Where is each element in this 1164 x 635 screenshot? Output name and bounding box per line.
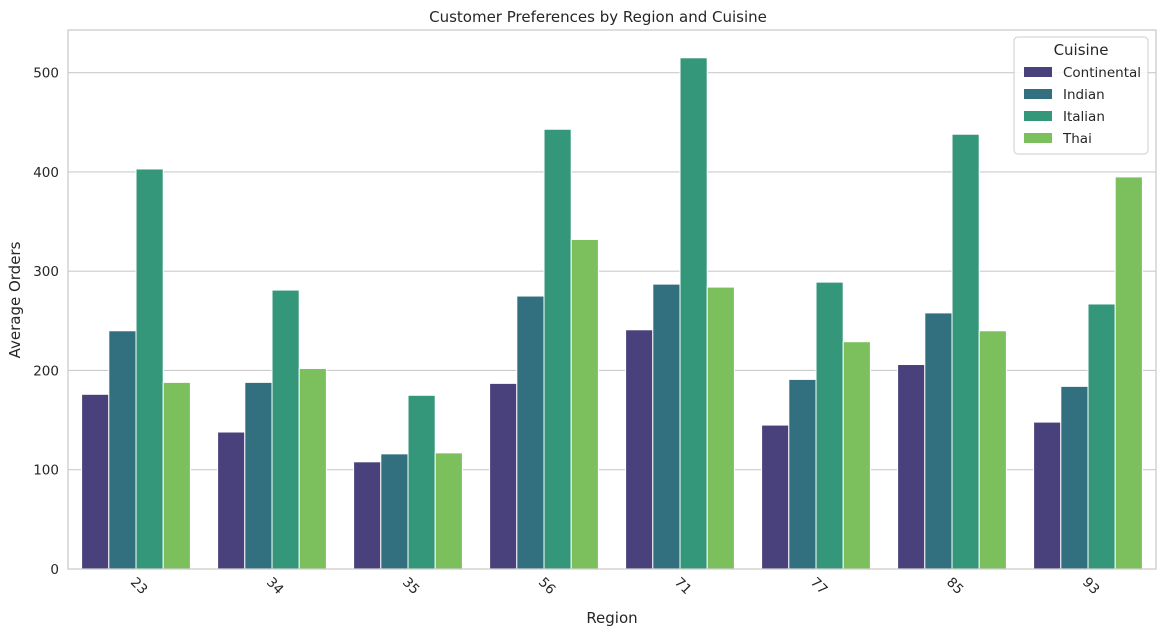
bar-italian-35: [407, 394, 436, 570]
bar-thai-85: [978, 330, 1007, 570]
legend-label-continental: Continental: [1063, 65, 1141, 81]
bar-indian-71: [652, 283, 681, 570]
legend-label-indian: Indian: [1063, 87, 1105, 103]
bar-italian-85: [951, 133, 980, 570]
bar-thai-71: [706, 286, 735, 570]
legend-label-italian: Italian: [1063, 109, 1105, 125]
bar-indian-34: [244, 381, 273, 570]
bar-italian-56: [543, 128, 572, 570]
legend-swatch-indian: [1024, 89, 1052, 99]
y-tick-label: 0: [50, 562, 59, 578]
legend-box: [1013, 36, 1149, 155]
bar-thai-93: [1114, 176, 1143, 570]
bar-indian-77: [788, 378, 817, 570]
bar-continental-71: [625, 329, 654, 570]
y-tick-label: 400: [33, 165, 59, 181]
y-tick-label: 300: [33, 264, 59, 280]
x-tick-label: 35: [399, 574, 422, 597]
bar-italian-71: [679, 57, 708, 570]
x-tick-label: 77: [807, 574, 830, 597]
legend-swatch-italian: [1024, 111, 1052, 121]
bar-thai-23: [162, 381, 191, 570]
x-tick-label: 71: [671, 574, 694, 597]
bar-continental-23: [81, 393, 110, 570]
legend: Cuisine Continental Indian Italian Thai: [1013, 36, 1149, 155]
x-tick-label: 34: [263, 574, 286, 597]
y-tick-label: 500: [33, 66, 59, 82]
y-tick-label: 100: [33, 463, 59, 479]
bar-thai-35: [434, 452, 463, 570]
legend-title: Cuisine: [1054, 41, 1109, 59]
x-tick-label: 93: [1079, 574, 1102, 597]
bars: [81, 57, 1143, 570]
bar-indian-93: [1060, 385, 1089, 570]
legend-label-thai: Thai: [1062, 131, 1092, 147]
x-axis-title: Region: [586, 609, 637, 627]
axes-frame: [67, 29, 1157, 570]
y-axis-title: Average Orders: [6, 241, 24, 358]
x-tick-label: 85: [943, 574, 966, 597]
x-tick-label: 23: [127, 574, 150, 597]
bar-italian-93: [1087, 303, 1116, 570]
bar-italian-77: [815, 281, 844, 570]
bar-continental-93: [1033, 421, 1062, 570]
bar-thai-34: [298, 367, 327, 570]
y-tick-label: 200: [33, 363, 59, 379]
axes-border: [67, 29, 1157, 570]
bar-thai-56: [570, 238, 599, 570]
bar-indian-56: [516, 295, 545, 570]
bar-continental-56: [489, 382, 518, 570]
bar-continental-85: [897, 364, 926, 570]
bar-continental-34: [217, 431, 246, 570]
bar-italian-23: [135, 168, 164, 570]
legend-swatch-thai: [1024, 133, 1052, 143]
bar-continental-77: [761, 424, 790, 570]
chart-title: Customer Preferences by Region and Cuisi…: [429, 8, 767, 26]
x-tick-label: 56: [535, 574, 558, 597]
x-tick-labels: 23 34 35 56 71 77 85 93: [127, 574, 1102, 597]
bar-thai-77: [842, 341, 871, 570]
bar-indian-35: [380, 453, 409, 570]
bar-continental-35: [353, 461, 382, 570]
bar-indian-23: [108, 330, 137, 570]
bar-italian-34: [271, 289, 300, 570]
legend-swatch-continental: [1024, 67, 1052, 77]
y-tick-labels: 0 100 200 300 400 500: [33, 66, 59, 578]
bar-indian-85: [924, 312, 953, 570]
